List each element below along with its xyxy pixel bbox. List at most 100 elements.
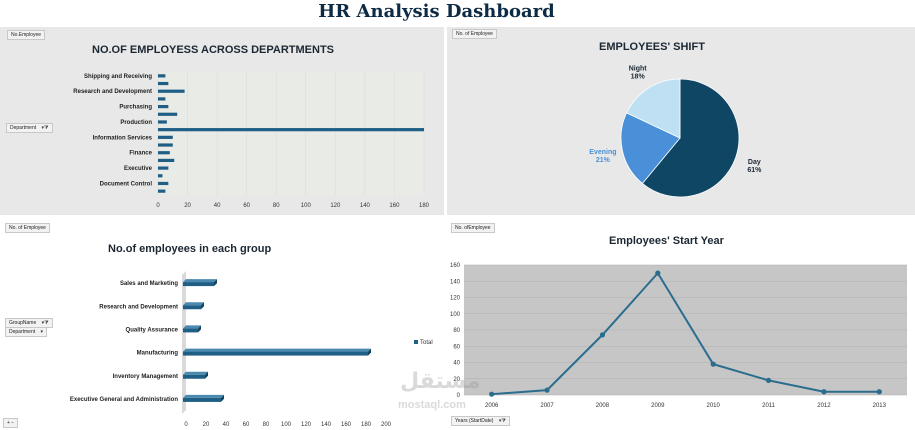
departments-bar-chart: 0 20 40 60 80 100 120 140 160 180 Shipping and Rec… — [73, 72, 430, 209]
bar — [158, 81, 169, 86]
y-tick-label: Executive General and Administration — [70, 397, 178, 403]
bar — [183, 397, 221, 402]
plot-area — [158, 72, 424, 195]
x-tick-label: 80 — [263, 422, 270, 428]
departments-value-chip-label: No.Employee — [11, 32, 42, 38]
x-tick-label: 160 — [389, 203, 400, 209]
bar-side — [214, 279, 217, 287]
x-tick-label: 0 — [184, 422, 188, 428]
x-tick-label: 200 — [381, 422, 392, 428]
bar — [158, 158, 175, 163]
departments-value-chip[interactable]: No.Employee — [7, 30, 46, 40]
start-year-line-chart: 0 20 40 60 80 100 120 140 160 2006 2007 2008 2009 201… — [450, 263, 907, 409]
bar — [158, 74, 166, 78]
data-point — [655, 270, 661, 276]
y-tick-label: Purchasing — [119, 105, 152, 111]
y-tick-label: 0 — [457, 393, 461, 399]
department-filter-button[interactable]: Department ▾⧩ — [6, 123, 53, 133]
pie-label: Night — [629, 65, 648, 72]
groupname-filter-label: GroupName — [9, 320, 37, 326]
watermark-sub: mostaql.com — [398, 399, 466, 411]
y-tick-label: Sales and Marketing — [120, 281, 178, 287]
x-tick-label: 2006 — [485, 403, 499, 409]
x-tick-label: 180 — [419, 203, 430, 209]
bar-side — [201, 302, 204, 310]
shift-panel: No. of Employee EMPLOYEES' SHIFT Day 61% E… — [447, 27, 915, 215]
x-tick-label: 20 — [203, 422, 210, 428]
department-filter-label: Department — [10, 125, 37, 131]
x-tick-label: 160 — [341, 422, 352, 428]
y-tick-label: Manufacturing — [137, 351, 179, 357]
bar-top — [183, 302, 204, 306]
groups-legend-label: Total — [420, 340, 433, 346]
pie-slice — [620, 112, 681, 185]
shift-value-chip[interactable]: No. of Employee — [452, 29, 497, 39]
x-tick-label: 2008 — [596, 403, 610, 409]
years-filter-button[interactable]: Years (StartDate) ▾⧩ — [451, 416, 510, 426]
bar — [158, 166, 169, 170]
data-point — [765, 377, 772, 383]
x-tick-label: 2007 — [540, 403, 554, 409]
group-department-filter-label: Department — [9, 329, 36, 335]
bar — [158, 112, 178, 116]
y-tick-label: Inventory Management — [113, 374, 178, 380]
data-point — [710, 361, 716, 367]
watermark-logo: مستقل — [400, 368, 480, 394]
y-tick-label: Executive — [124, 166, 153, 172]
y-tick-label: Document Control — [100, 181, 153, 187]
y-tick-label: Research and Development — [99, 304, 178, 310]
y-tick-label: 60 — [453, 344, 460, 350]
group-department-filter-button[interactable]: Department ▾ — [5, 327, 48, 337]
bar — [183, 351, 368, 356]
x-tick-label: 2011 — [762, 403, 776, 409]
shift-chart-title: EMPLOYEES' SHIFT — [599, 41, 705, 53]
watermark-sub-text: mostaql.com — [398, 399, 466, 411]
y-tick-label: 40 — [453, 361, 460, 367]
bar-top — [183, 348, 371, 352]
bar — [183, 305, 201, 310]
groups-panel: No. of Employee GroupName ▾⧩ Department … — [0, 218, 444, 430]
bar — [158, 174, 163, 178]
start-year-chart-title: Employees' Start Year — [609, 235, 724, 247]
bar-side — [198, 325, 201, 333]
bar-side — [368, 348, 371, 356]
x-tick-label: 80 — [273, 203, 280, 209]
bar — [158, 181, 169, 186]
x-tick-label: 140 — [360, 203, 371, 209]
y-tick-label: 20 — [453, 377, 460, 383]
groups-value-chip[interactable]: No. of Employee — [5, 223, 50, 233]
bar-top — [183, 371, 208, 375]
data-point — [599, 332, 606, 338]
start-year-value-chip[interactable]: No. ofEmployee — [451, 223, 495, 233]
y-tick-label: 140 — [450, 279, 461, 285]
y-tick-label: 120 — [450, 296, 461, 302]
x-tick-label: 2009 — [651, 403, 665, 409]
x-tick-label: 140 — [321, 422, 332, 428]
y-tick-label: Production — [120, 120, 152, 126]
plus-minus-icon: + − — [7, 420, 15, 426]
departments-chart-title: NO.OF EMPLOYESS ACROSS DEPARTMENTS — [92, 44, 335, 56]
groups-bar-chart: 0 20 40 60 80 100 120 140 160 180 200 Sales and Mar… — [70, 271, 392, 428]
series-line — [491, 271, 880, 396]
bar-side — [205, 371, 208, 379]
expand-collapse-button[interactable]: + − — [3, 418, 19, 428]
bar — [158, 97, 166, 101]
pie-label: Day — [748, 159, 761, 166]
x-tick-label: 100 — [281, 422, 292, 428]
data-point — [489, 391, 495, 397]
bar — [183, 328, 198, 333]
watermark-text: مستقل — [400, 368, 481, 393]
bar — [158, 89, 185, 93]
bar-top — [183, 279, 217, 283]
pie-value-label: 18% — [631, 73, 646, 80]
filter-dropdown-icon: ▾⧩ — [41, 125, 49, 131]
departments-panel: No.Employee Department ▾⧩ NO.OF EMPLOYES… — [0, 27, 444, 215]
data-point — [544, 387, 550, 393]
shift-value-chip-label: No. of Employee — [456, 31, 493, 37]
x-tick-label: 0 — [156, 203, 160, 209]
y-tick-label: 160 — [450, 263, 461, 269]
pie-value-label: 21% — [596, 157, 611, 164]
bar — [158, 189, 166, 193]
